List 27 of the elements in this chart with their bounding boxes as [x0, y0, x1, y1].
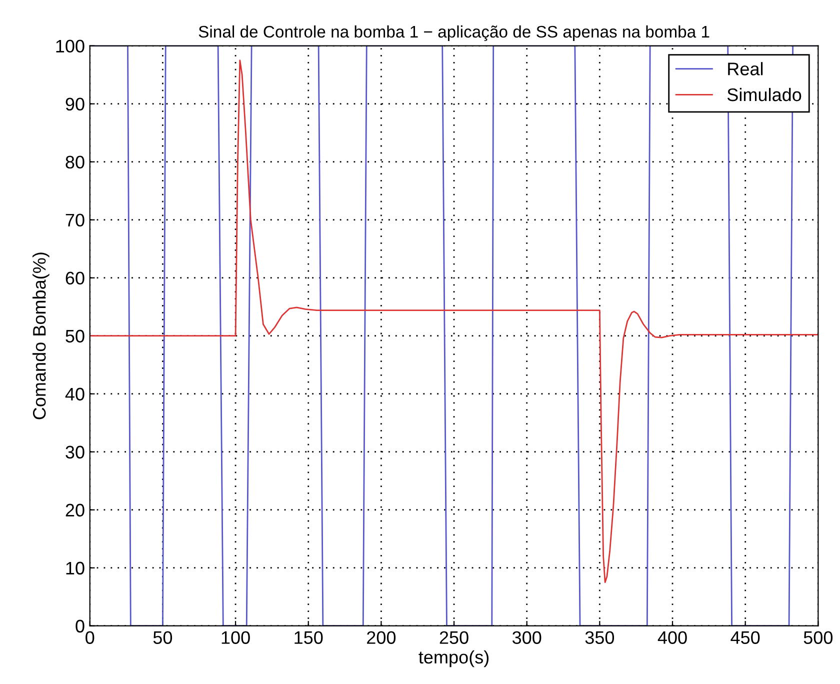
x-tick-label: 150: [294, 631, 323, 644]
x-tick-label: 500: [804, 631, 833, 644]
x-tick-label: 350: [585, 631, 614, 644]
y-tick-label: 50: [66, 330, 84, 343]
legend-label: Simulado: [727, 88, 802, 102]
y-tick-label: 40: [65, 388, 84, 401]
y-tick-label: 0: [76, 620, 84, 633]
y-tick-label: 10: [66, 562, 84, 575]
y-tick-label: 100: [56, 40, 84, 53]
x-tick-label: 50: [153, 631, 172, 644]
x-tick-label: 200: [367, 631, 396, 644]
x-tick-label: 400: [658, 631, 687, 644]
y-tick-label: 20: [66, 504, 84, 517]
x-tick-label: 450: [730, 631, 760, 644]
y-tick-label: 70: [66, 214, 84, 227]
chart-title: Sinal de Controle na bomba 1 − aplicação de SS apenas na bomba 1: [198, 25, 710, 42]
x-tick-label: 300: [512, 631, 542, 644]
y-tick-label: 80: [66, 156, 84, 169]
x-tick-label: 100: [222, 631, 250, 644]
y-tick-label: 60: [66, 272, 84, 285]
legend-label: Real: [728, 62, 763, 76]
x-tick-label: 250: [440, 631, 468, 644]
y-axis-title: Comando Bomba(%): [32, 252, 50, 420]
y-tick-label: 90: [66, 98, 84, 111]
x-tick-label: 0: [86, 631, 94, 644]
x-axis-title: tempo(s): [418, 650, 489, 668]
y-tick-label: 30: [66, 446, 84, 459]
